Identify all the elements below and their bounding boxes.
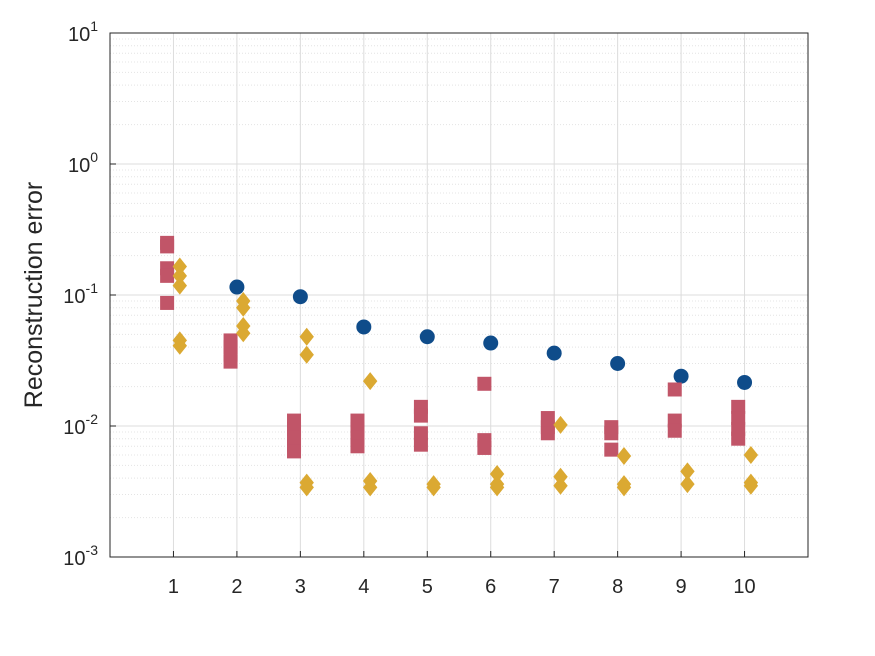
x-tick-label: 9 [676,576,687,598]
square-marker [160,268,175,283]
circle-marker [737,374,753,390]
square-marker [477,440,492,455]
diamond-marker [362,478,378,497]
y-axis: 10-3 10-2 10-1 100 101 [63,18,116,570]
square-marker [413,408,428,423]
x-tick-label: 7 [549,576,560,598]
square-marker [540,426,555,441]
diamond-marker [299,327,314,346]
diamond-marker [489,465,505,484]
square-marker [223,354,238,369]
square-marker [604,426,619,441]
square-marker [287,444,302,459]
diamond-marker [616,478,632,497]
y-tick-label: 10-2 [63,411,98,439]
square-marker [350,439,365,454]
diamond-marker [172,266,187,285]
x-tick-label: 10 [733,576,755,598]
diamond-marker [553,415,568,434]
y-tick-label: 100 [68,149,98,177]
circle-marker [483,335,499,351]
square-marker [731,399,746,414]
x-tick-label: 5 [422,576,433,598]
diamond-marker [743,446,759,465]
data-marks [160,235,759,497]
diamond-marker [489,478,505,497]
diamond-marker [553,467,568,486]
square-marker [731,411,746,426]
circle-marker [229,279,245,295]
diamond-marker [299,478,314,497]
diamond-marker [362,372,378,391]
square-marker [667,382,682,397]
x-tick-label: 8 [612,576,623,598]
square-marker [413,437,428,452]
square-marker [160,239,175,254]
diamond-marker [172,276,187,295]
circle-marker [356,319,372,335]
x-tick-label: 1 [168,576,179,598]
diamond-marker [680,462,695,481]
diamond-marker [236,298,251,317]
circle-marker [546,345,562,361]
y-axis-label: Reconstruction error [20,182,48,408]
y-tick-label: 10-3 [63,542,98,570]
y-tick-label: 101 [68,18,98,46]
diamond-marker [553,476,568,495]
diamond-marker [172,336,187,355]
square-marker [477,376,492,391]
x-tick-label: 6 [485,576,496,598]
circle-marker [610,355,626,371]
square-marker [604,442,619,457]
square-marker [731,431,746,446]
x-tick-label: 3 [295,576,306,598]
diamond-marker [426,478,441,497]
square-marker [160,295,175,310]
diamond-marker [236,324,251,343]
y-tick-label: 10-1 [63,280,98,308]
square-marker [667,423,682,438]
diamond-marker [616,447,632,466]
circle-marker [673,368,689,384]
diamond-marker [680,475,695,494]
x-tick-label: 4 [358,576,369,598]
circle-marker [419,329,435,345]
x-axis: 1 2 3 4 5 6 7 8 9 10 [168,551,756,598]
circle-marker [292,289,308,305]
diamond-marker [172,257,187,276]
diamond-marker [743,476,759,495]
diamond-marker [299,345,314,364]
x-tick-label: 2 [231,576,242,598]
square-marker [413,426,428,441]
